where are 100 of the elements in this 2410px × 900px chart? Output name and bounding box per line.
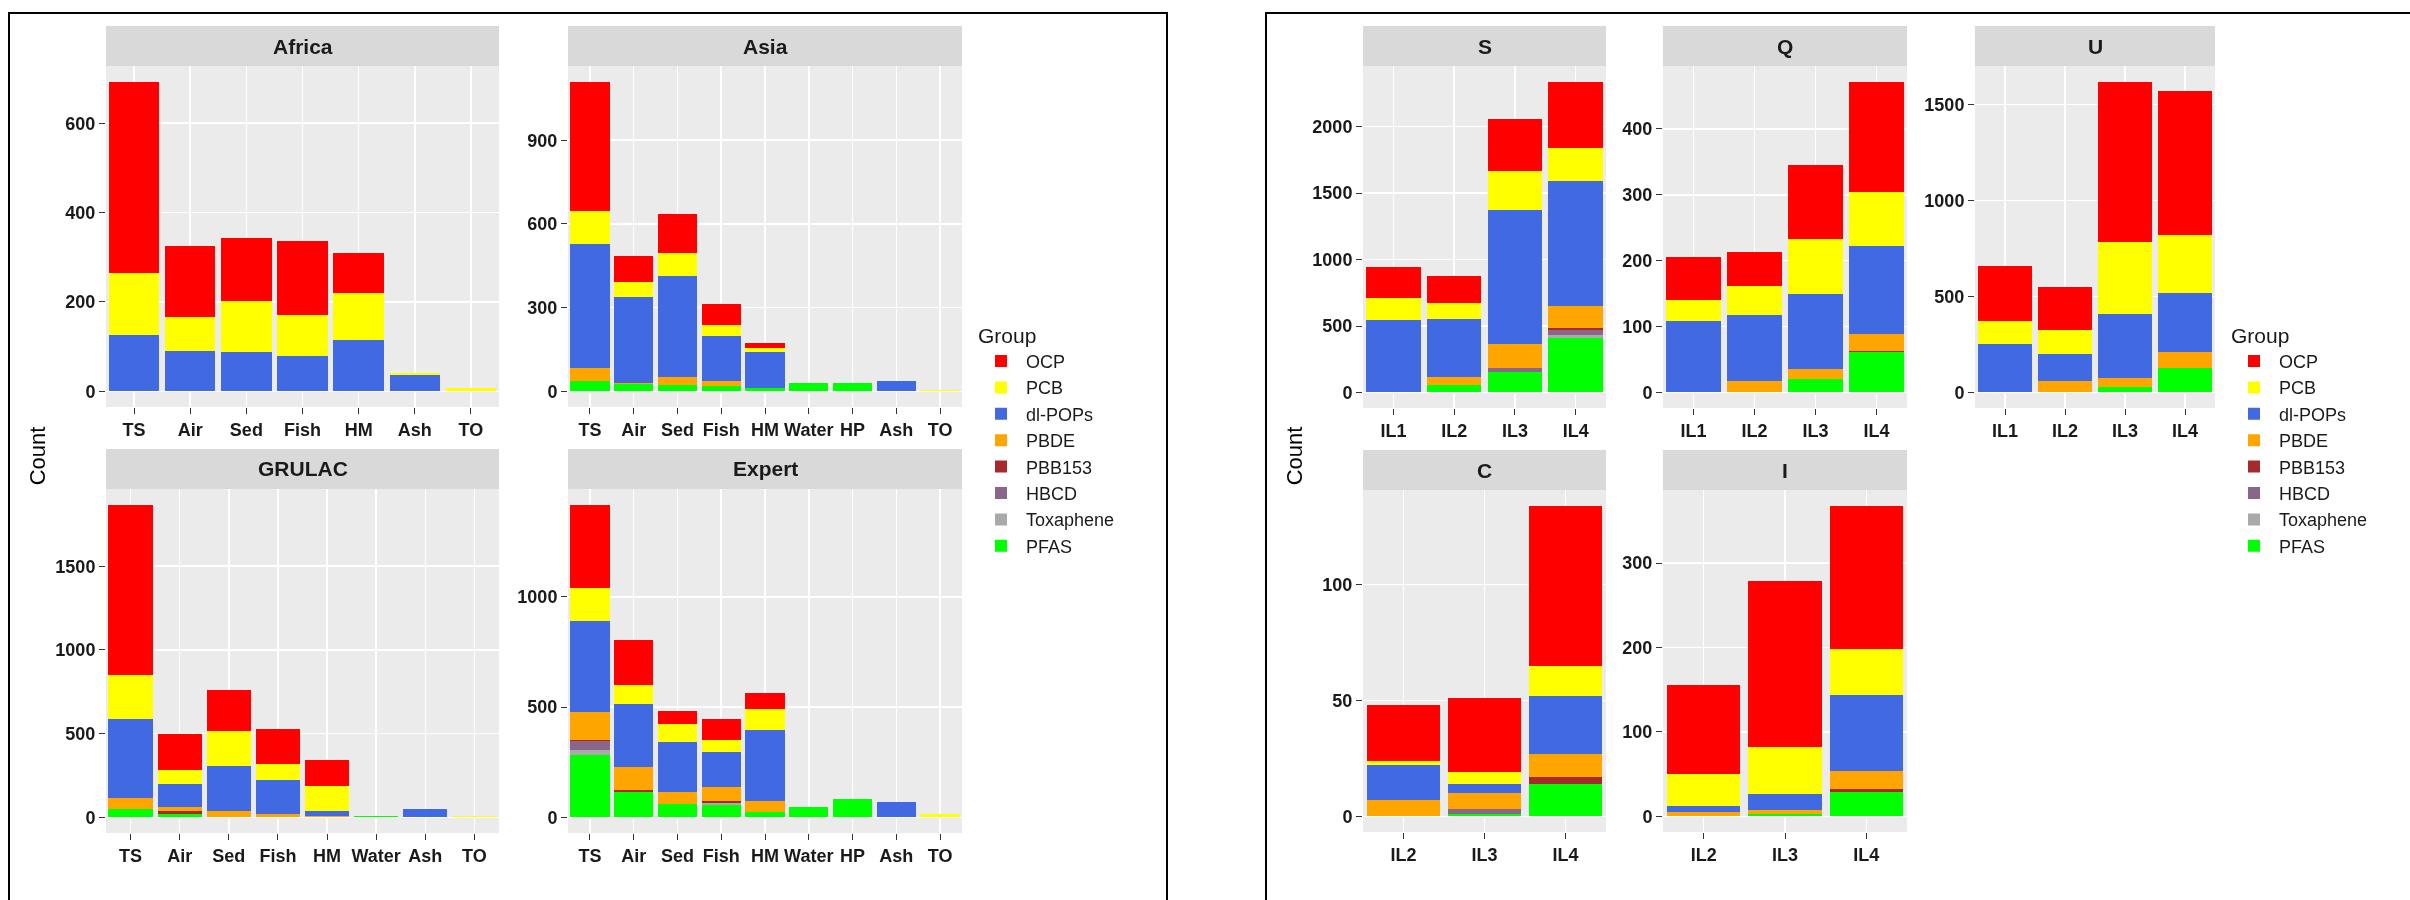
bar — [876, 381, 917, 392]
x-tick-label: Sed — [229, 419, 263, 440]
bar — [613, 640, 654, 685]
bar — [164, 246, 216, 317]
x-tick-label: Ash — [408, 845, 443, 866]
bar — [1727, 252, 1782, 287]
x-tick-label: Sed — [660, 419, 694, 440]
x-tick-label: HM — [751, 845, 779, 866]
bar — [1367, 705, 1440, 761]
bar — [1829, 505, 1903, 650]
y-tick-label: 400 — [65, 202, 96, 223]
bar — [832, 383, 873, 392]
y-tick-label: 0 — [547, 381, 558, 402]
legend-label: PBDE — [1026, 431, 1076, 452]
bar — [1529, 665, 1602, 696]
bar — [2098, 313, 2152, 379]
bar — [157, 811, 202, 814]
y-tick-label: 500 — [527, 697, 558, 718]
legend-label: PFAS — [2279, 536, 2326, 557]
bar — [333, 292, 384, 340]
legend-label: dl-POPs — [1026, 404, 1094, 425]
bar — [745, 709, 785, 731]
bar — [745, 800, 785, 813]
x-tick-label: IL2 — [1690, 844, 1717, 865]
bar — [701, 336, 741, 382]
y-tick-label: 500 — [65, 723, 96, 744]
bar — [1366, 320, 1421, 393]
x-tick-label: IL4 — [2171, 420, 2199, 441]
bar — [2098, 81, 2152, 242]
bar — [1849, 81, 1904, 193]
bar — [1849, 334, 1904, 351]
bar — [157, 769, 202, 785]
bar — [1548, 329, 1603, 335]
legend-label: PCB — [1026, 378, 1064, 399]
bar — [1487, 170, 1543, 211]
bar — [657, 276, 698, 377]
bar — [221, 238, 272, 302]
bar — [570, 368, 610, 381]
x-tick-label: Air — [167, 845, 193, 866]
legend-title: Group — [978, 323, 1037, 347]
bar — [1788, 379, 1843, 393]
bar — [1426, 302, 1482, 319]
bar — [570, 754, 610, 818]
chart-title: I — [1782, 459, 1788, 482]
bar — [1548, 305, 1603, 328]
legend-label: dl-POPs — [2279, 404, 2347, 425]
y-tick-label: 0 — [85, 807, 96, 828]
chart-title: C — [1477, 459, 1493, 482]
bar — [1849, 245, 1904, 335]
bar — [613, 384, 654, 392]
x-tick-label: HM — [344, 419, 373, 440]
bar — [333, 339, 384, 392]
bar — [657, 710, 698, 724]
bar — [789, 383, 829, 392]
x-tick-label: TO — [458, 419, 484, 440]
x-tick-label: Ash — [879, 845, 914, 866]
x-tick-label: Air — [177, 419, 203, 440]
y-tick-label: 300 — [1622, 553, 1653, 574]
y-tick-label: 0 — [1342, 382, 1353, 403]
y-tick-label: 900 — [527, 130, 558, 151]
bar — [2158, 292, 2212, 353]
y-tick-label: 0 — [1342, 806, 1353, 827]
bar — [1487, 371, 1543, 393]
bar — [701, 304, 741, 326]
y-tick-label: 200 — [1622, 251, 1653, 272]
x-tick-label: TO — [462, 845, 487, 866]
bar — [1426, 385, 1482, 393]
bar — [1548, 327, 1603, 330]
bar — [1548, 337, 1603, 393]
bar — [2038, 286, 2092, 331]
bar — [570, 380, 610, 392]
bar — [1548, 81, 1603, 149]
bar — [701, 386, 741, 392]
bar — [1529, 783, 1602, 817]
legend-label: PBB153 — [1026, 457, 1093, 478]
bar — [1448, 809, 1521, 815]
bar — [1426, 276, 1482, 303]
x-tick-label: TS — [578, 419, 602, 440]
bar — [277, 314, 328, 356]
bar — [657, 803, 698, 818]
bar — [221, 301, 272, 353]
x-tick-label: IL1 — [1380, 420, 1407, 441]
bar — [1978, 344, 2032, 393]
y-tick-label: 500 — [1322, 316, 1353, 337]
x-tick-label: IL3 — [1501, 420, 1528, 441]
x-tick-label: Fish — [259, 845, 297, 866]
bar — [1548, 180, 1603, 306]
bar — [2038, 354, 2092, 381]
y-tick-label: 0 — [85, 381, 96, 402]
bar — [108, 674, 153, 720]
x-tick-label: Water — [784, 845, 834, 866]
x-tick-label: IL2 — [1390, 844, 1417, 865]
y-tick-label: 1000 — [55, 640, 96, 661]
bar — [108, 504, 153, 675]
bar — [1788, 368, 1843, 380]
bar — [701, 718, 741, 741]
x-tick-label: TS — [122, 419, 146, 440]
bar — [1667, 806, 1741, 813]
bar — [1667, 774, 1741, 807]
bar — [221, 352, 272, 392]
